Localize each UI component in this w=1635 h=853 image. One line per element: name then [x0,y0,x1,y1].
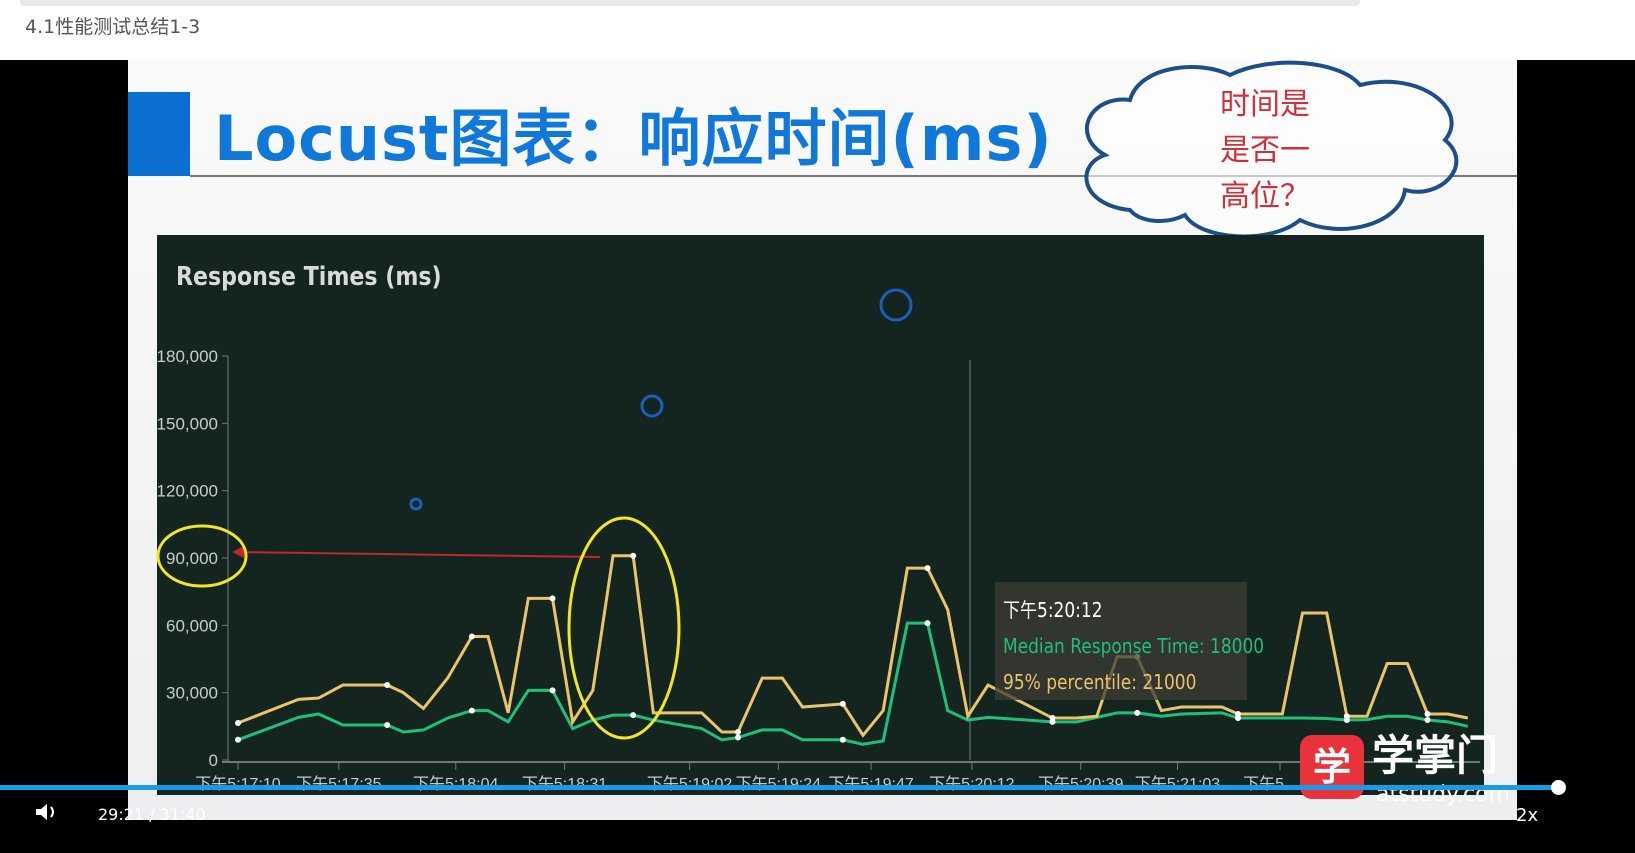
x-tick-label: 下午5:19:02 [647,775,732,793]
title-divider [190,175,1517,177]
volume-icon[interactable] [34,802,60,822]
data-point [1134,709,1141,716]
cloud-note-line: 高位？ [1220,179,1310,214]
data-point [839,736,846,743]
y-tick-label: 0 [209,751,218,770]
data-point [1424,717,1431,724]
y-tick-label: 120,000 [157,482,218,501]
y-tick-label: 30,000 [166,684,218,703]
data-point [630,712,637,719]
x-tick-label: 下午5:18:04 [413,775,498,793]
chart-tooltip: 下午5:20:12 Median Response Time: 18000 95… [995,582,1265,700]
series-line [237,554,1469,738]
data-point [468,633,475,640]
title-accent-block [128,92,190,176]
playback-speed-button[interactable]: 2x [1516,805,1539,826]
browser-top-bar [20,0,1360,6]
progress-bar[interactable] [0,785,1560,790]
cursor-ring [640,394,664,418]
tooltip-median: Median Response Time: 18000 [1003,634,1265,658]
annotation-arrow [234,551,601,558]
x-tick-label: 下午5:21:03 [1135,775,1220,793]
highlight-circle-axis [156,524,248,588]
x-tick-label: 下午5:18:31 [522,775,607,793]
data-point [924,565,931,572]
data-point [235,736,241,743]
data-point [384,721,391,728]
data-point [235,719,241,726]
data-point [468,707,475,714]
x-tick-label: 下午5:17:10 [195,775,280,793]
data-point [630,552,637,559]
cloud-note-line: 时间是 [1220,87,1310,122]
x-tick-label: 下午5 [1243,775,1284,793]
y-tick-label: 150,000 [157,414,218,433]
x-tick-label: 下午5:17:35 [296,775,381,793]
time-display: 29:21 / 31:40 [98,805,206,824]
data-point [549,687,556,694]
x-tick-label: 下午5:19:24 [736,775,821,793]
x-tick-label: 下午5:20:39 [1038,775,1123,793]
slide-title: Locust图表：响应时间(ms) [214,102,1053,175]
tooltip-time: 下午5:20:12 [1003,598,1103,622]
cursor-ring [879,288,913,322]
cloud-note: 时间是 是否一 高位？ [1150,82,1380,220]
chart-title: Response Times (ms) [176,262,442,292]
y-tick-label: 90,000 [166,549,218,568]
y-tick-label: 60,000 [166,616,218,635]
data-point [1235,710,1241,717]
chart-panel [157,235,1484,795]
arrow-head-icon [232,546,244,558]
x-tick-label: 下午5:19:47 [828,775,913,793]
data-point [1049,715,1056,722]
data-point [1343,713,1350,720]
series-line [237,621,1469,746]
data-point [1424,710,1431,717]
data-point [735,734,741,741]
logo-name: 学掌门 [1372,731,1499,780]
data-point [839,700,846,707]
data-point [924,620,931,627]
tooltip-p95: 95% percentile: 21000 [1003,670,1197,694]
highlight-circle-peak [567,516,681,740]
page-title: 4.1性能测试总结1-3 [25,16,201,38]
progress-handle[interactable] [1551,780,1566,795]
x-tick-label: 下午5:20:12 [929,775,1014,793]
y-tick-label: 180,000 [157,347,218,366]
cloud-note-line: 是否一 [1220,133,1310,168]
cursor-ring [409,497,423,511]
data-point [735,728,741,735]
data-point [384,682,391,689]
data-point [549,595,556,602]
